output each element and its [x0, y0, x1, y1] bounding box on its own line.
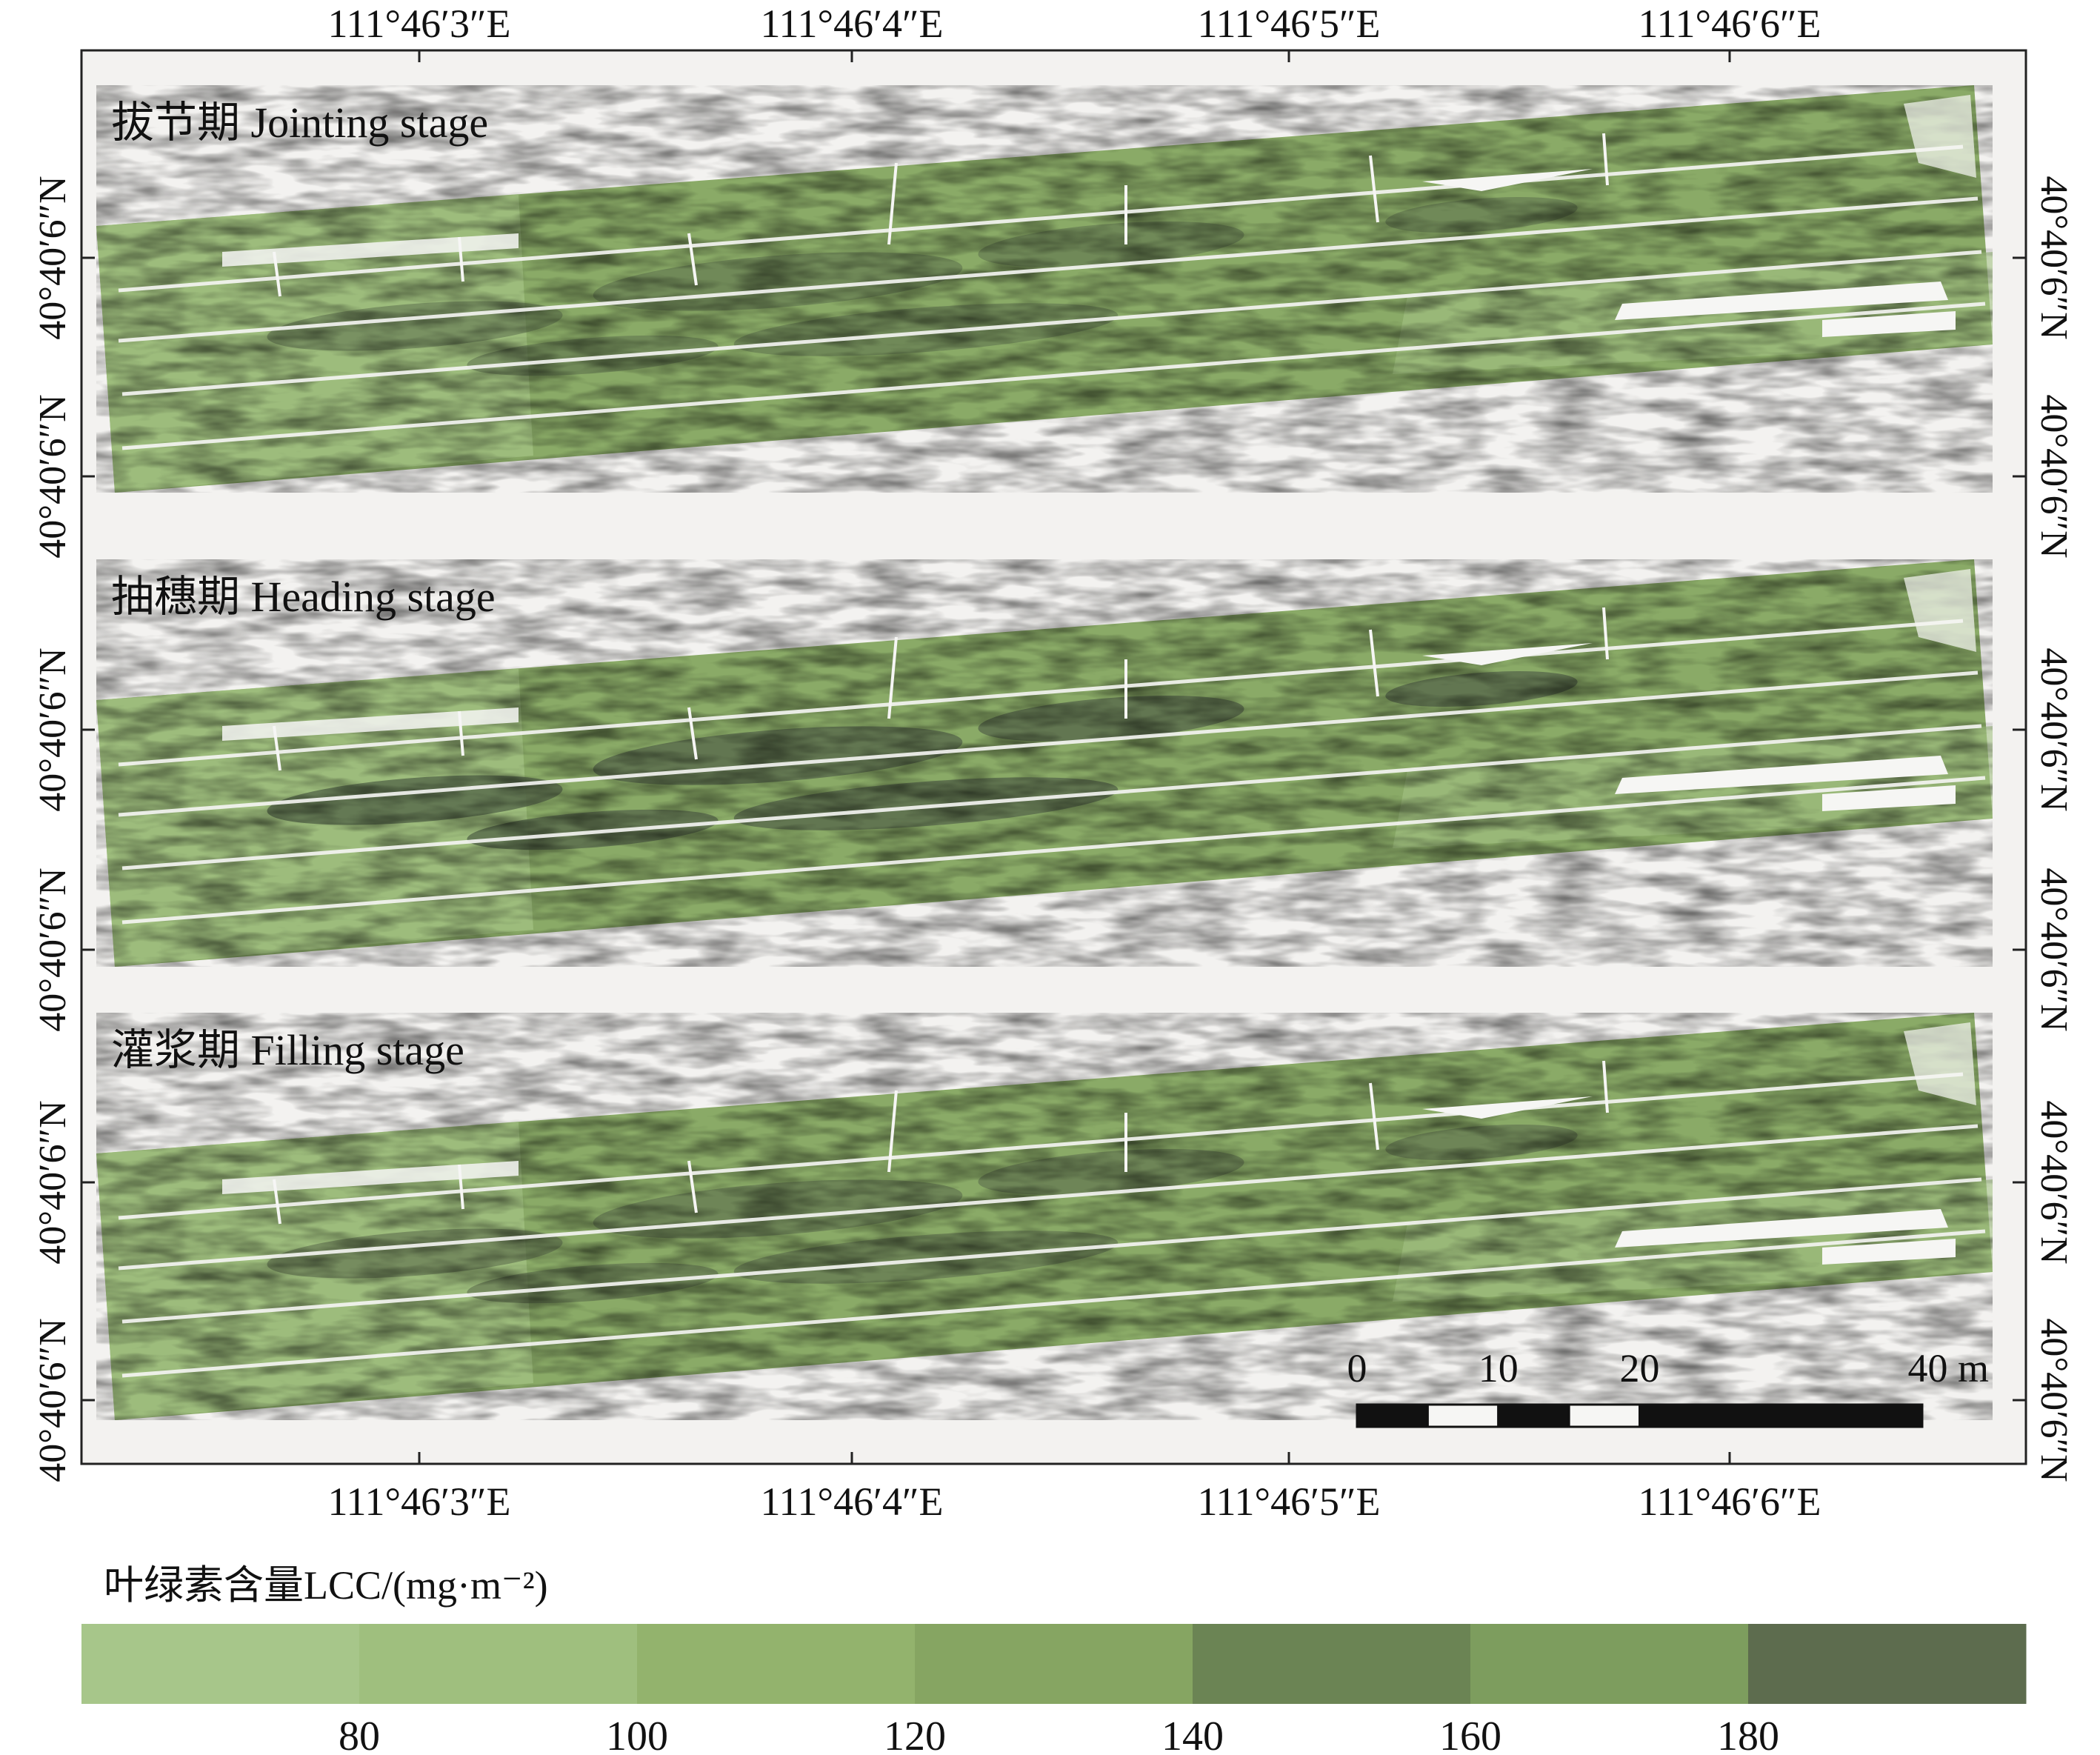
legend-tick-label: 80 [339, 1714, 380, 1755]
legend-class [1470, 1624, 1749, 1704]
right-lat-label: 40°40′6″N [2033, 176, 2075, 339]
left-lat-label: 40°40′6″N [32, 176, 74, 339]
legend-class [1748, 1624, 2027, 1704]
left-lat-label: 40°40′6″N [32, 394, 74, 558]
left-lat-label: 40°40′6″N [32, 1100, 74, 1264]
scale-segment [1356, 1403, 1429, 1428]
legend-class [915, 1624, 1193, 1704]
panel-title: 拔节期 Jointing stage [111, 99, 488, 147]
field-panels [96, 85, 1993, 1420]
left-lat-label: 40°40′6″N [32, 1318, 74, 1482]
left-lat-label: 40°40′6″N [32, 647, 74, 811]
top-lon-label: 111°46′5″E [1198, 1, 1381, 46]
scale-segment [1426, 1403, 1500, 1428]
right-lat-label: 40°40′6″N [2033, 394, 2075, 558]
bottom-lon-label: 111°46′6″E [1639, 1479, 1821, 1524]
scale-label: 40 m [1907, 1346, 1989, 1391]
legend-tick-label: 160 [1439, 1714, 1501, 1755]
scale-bar: 0 10 20 40 m [1347, 1346, 1989, 1428]
scale-segment [1567, 1403, 1641, 1428]
scale-label: 20 [1620, 1346, 1660, 1391]
top-lon-label: 111°46′4″E [761, 1, 944, 46]
legend-title: 叶绿素含量LCC/(mg·m⁻²) [104, 1563, 548, 1608]
legend-tick-label: 140 [1161, 1714, 1224, 1755]
right-lat-label: 40°40′6″N [2033, 867, 2075, 1031]
top-lon-label: 111°46′6″E [1639, 1, 1821, 46]
legend-tick-label: 100 [606, 1714, 668, 1755]
legend-class [1193, 1624, 1471, 1704]
bottom-lon-label: 111°46′3″E [328, 1479, 511, 1524]
scale-segment [1497, 1403, 1570, 1428]
legend-tick-label: 180 [1717, 1714, 1779, 1755]
legend-tick-label: 120 [884, 1714, 946, 1755]
scale-label: 10 [1479, 1346, 1519, 1391]
legend: 叶绿素含量LCC/(mg·m⁻²) 80 100 120 140 160 180 [81, 1563, 2027, 1755]
panel-jointing [96, 85, 1993, 493]
right-lat-label: 40°40′6″N [2033, 1100, 2075, 1264]
panel-filling [96, 1013, 1993, 1420]
panel-title: 灌浆期 Filling stage [111, 1026, 464, 1074]
bottom-lon-label: 111°46′5″E [1198, 1479, 1381, 1524]
left-lat-label: 40°40′6″N [32, 867, 74, 1031]
legend-class [637, 1624, 916, 1704]
panel-title: 抽穗期 Heading stage [111, 573, 496, 621]
legend-class [81, 1624, 360, 1704]
scale-segment [1639, 1403, 1924, 1428]
legend-class [359, 1624, 638, 1704]
right-lat-label: 40°40′6″N [2033, 647, 2075, 811]
top-lon-label: 111°46′3″E [328, 1, 511, 46]
bottom-lon-label: 111°46′4″E [761, 1479, 944, 1524]
panel-heading [96, 559, 1993, 967]
right-lat-label: 40°40′6″N [2033, 1318, 2075, 1482]
scale-label: 0 [1347, 1346, 1367, 1391]
